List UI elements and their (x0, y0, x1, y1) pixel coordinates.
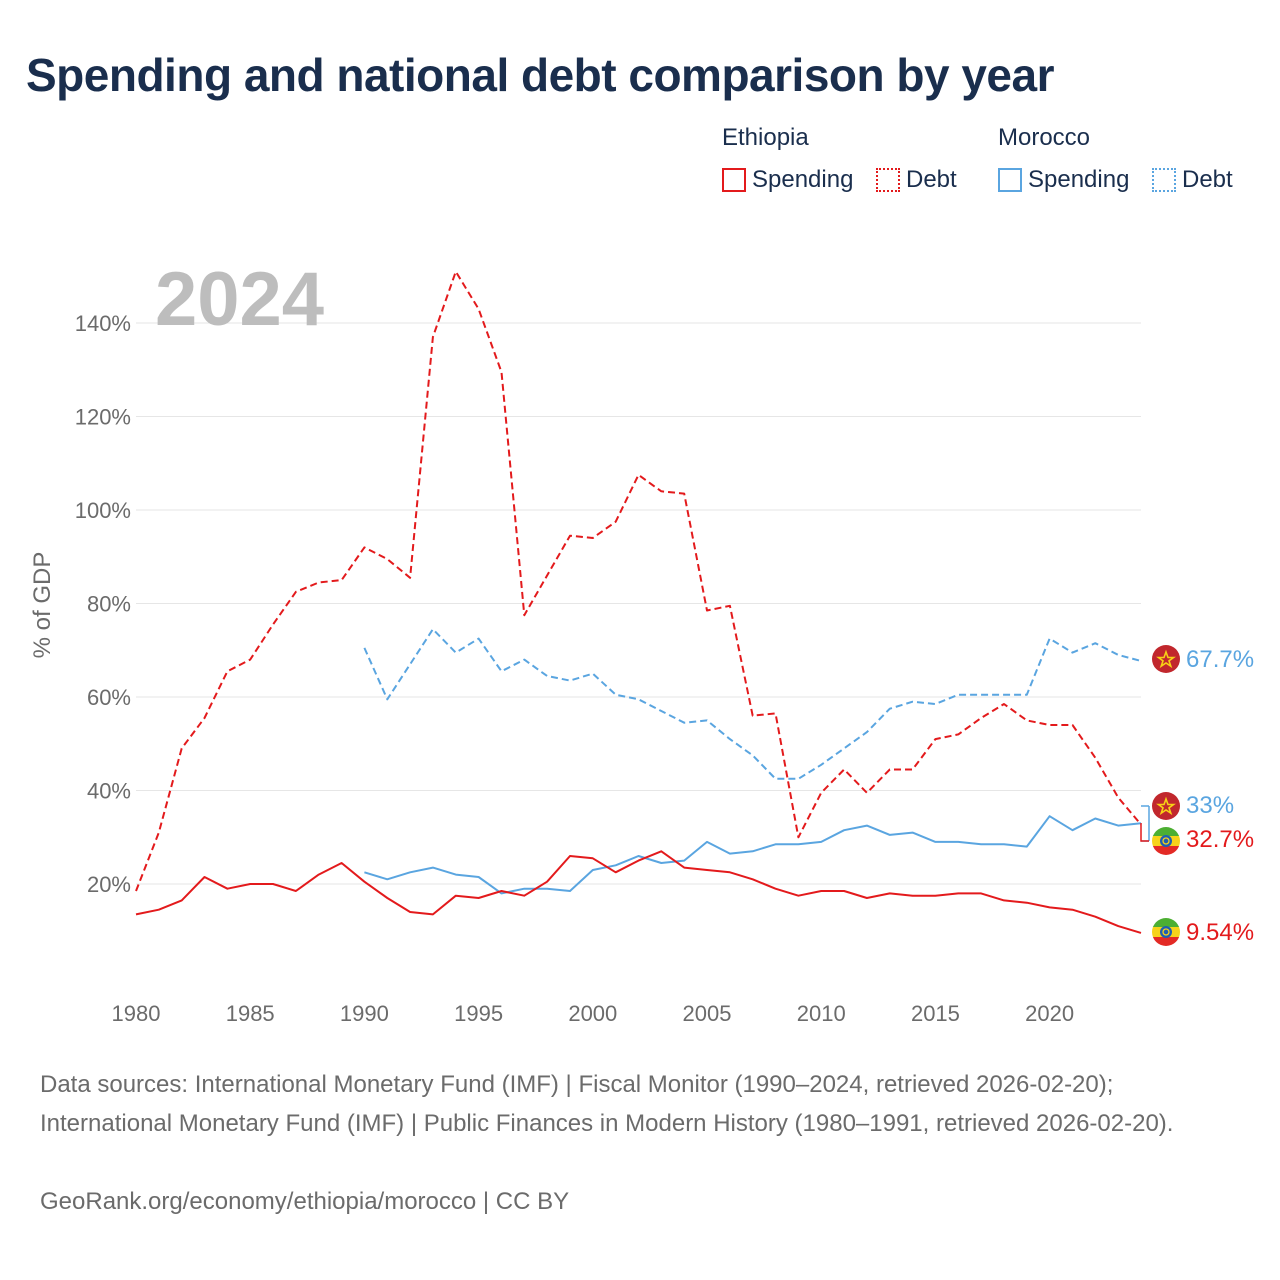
end-label-morocco-debt: 67.7% (1186, 646, 1254, 673)
legend-solid-swatch-icon (998, 168, 1022, 192)
y-tick-label: 80% (87, 592, 131, 617)
legend-dotted-swatch-icon (876, 168, 900, 192)
legend-dotted-swatch-icon (1152, 168, 1176, 192)
legend-solid-swatch-icon (722, 168, 746, 192)
legend-label: Debt (906, 166, 957, 193)
x-tick-label: 1990 (340, 1001, 389, 1026)
x-tick-label: 1985 (226, 1001, 275, 1026)
y-tick-label: 40% (87, 779, 131, 804)
legend-label: Spending (752, 166, 854, 193)
x-tick-label: 2005 (683, 1001, 732, 1026)
x-tick-label: 2000 (568, 1001, 617, 1026)
ethiopia-flag-icon (1152, 918, 1180, 946)
legend-morocco-spending[interactable]: Spending (998, 166, 1129, 194)
x-tick-label: 2020 (1025, 1001, 1074, 1026)
y-tick-label: 60% (87, 685, 131, 710)
end-label-ethiopia-debt: 32.7% (1186, 826, 1254, 853)
series-line-morocco-spending[interactable] (364, 815, 1142, 895)
legend-morocco-title: Morocco (998, 124, 1091, 151)
legend-label: Spending (1028, 166, 1130, 193)
x-tick-label: 1995 (454, 1001, 503, 1026)
legend-ethiopia-title: Ethiopia (722, 124, 809, 151)
series-line-ethiopia-spending[interactable] (135, 850, 1142, 934)
y-tick-label: 20% (87, 872, 131, 897)
end-label-ethiopia-spending: 9.54% (1186, 919, 1254, 946)
y-tick-label: 140% (75, 311, 131, 336)
year-watermark: 2024 (155, 257, 324, 342)
data-sources: Data sources: International Monetary Fun… (40, 1071, 1174, 1137)
source-link[interactable]: GeoRank.org/economy/ethiopia/morocco | C… (40, 1188, 570, 1215)
end-label-morocco-spending: 33% (1186, 792, 1234, 819)
y-tick-label: 120% (75, 405, 131, 430)
x-tick-label: 2015 (911, 1001, 960, 1026)
legend-ethiopia-debt[interactable]: Debt (876, 166, 957, 194)
series-line-ethiopia-debt[interactable] (135, 270, 1142, 892)
y-tick-label: 100% (75, 498, 131, 523)
chart-title: Spending and national debt comparison by… (26, 49, 1055, 101)
morocco-flag-icon (1152, 792, 1180, 820)
end-label-connector (1141, 805, 1150, 842)
end-label-connector (1140, 823, 1149, 842)
x-tick-label: 1980 (112, 1001, 161, 1026)
x-tick-label: 2010 (797, 1001, 846, 1026)
legend-label: Debt (1182, 166, 1233, 193)
ethiopia-flag-icon (1152, 827, 1180, 855)
legend-morocco-debt[interactable]: Debt (1152, 166, 1233, 194)
series-line-morocco-debt[interactable] (363, 628, 1142, 780)
y-axis-label: % of GDP (29, 552, 56, 659)
legend-ethiopia-spending[interactable]: Spending (722, 166, 853, 194)
morocco-flag-icon (1152, 645, 1180, 673)
